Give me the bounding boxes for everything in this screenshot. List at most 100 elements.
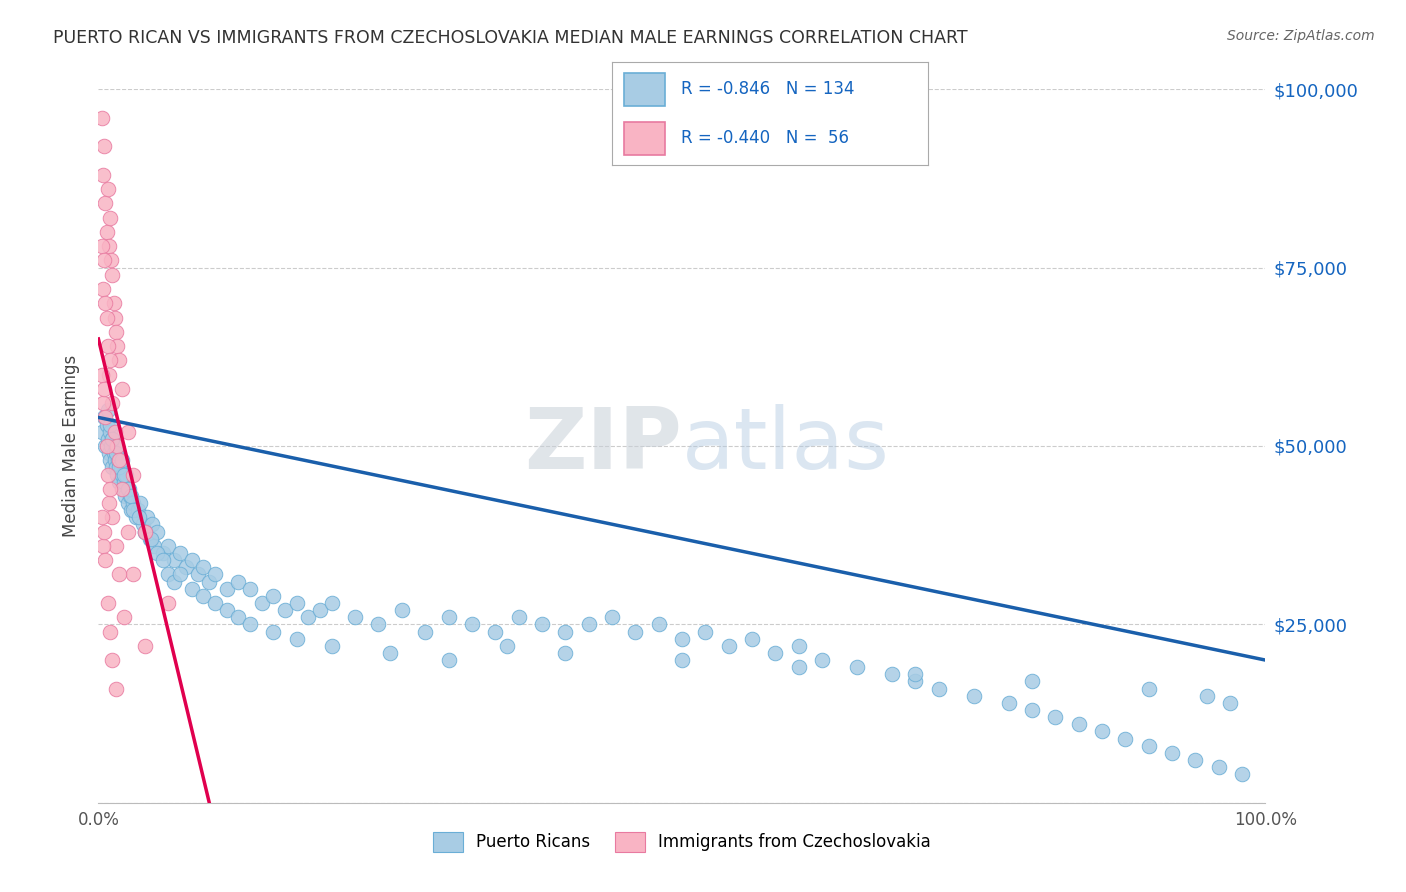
Point: [104, 539, 127, 553]
Point: [127, 503, 149, 517]
Point: [98, 425, 121, 439]
Point: [717, 639, 740, 653]
Point: [94, 439, 117, 453]
Point: [108, 475, 131, 489]
Text: R = -0.440   N =  56: R = -0.440 N = 56: [682, 129, 849, 147]
Point: [163, 574, 186, 589]
FancyBboxPatch shape: [624, 73, 665, 105]
Point: [380, 646, 402, 660]
Point: [91, 396, 114, 410]
Point: [671, 632, 693, 646]
Point: [101, 653, 124, 667]
Point: [391, 603, 413, 617]
Point: [157, 596, 180, 610]
Point: [111, 382, 134, 396]
Point: [118, 482, 141, 496]
Point: [262, 589, 284, 603]
Point: [122, 567, 145, 582]
Legend: Puerto Ricans, Immigrants from Czechoslovakia: Puerto Ricans, Immigrants from Czechoslo…: [426, 825, 938, 859]
Point: [437, 653, 460, 667]
Point: [105, 439, 128, 453]
Point: [763, 646, 786, 660]
Text: R = -0.846   N = 134: R = -0.846 N = 134: [682, 80, 855, 98]
Point: [97, 239, 120, 253]
Point: [215, 603, 238, 617]
Point: [554, 624, 576, 639]
Point: [904, 674, 927, 689]
Point: [97, 368, 120, 382]
Point: [117, 496, 139, 510]
Point: [97, 403, 120, 417]
Point: [97, 432, 120, 446]
Point: [111, 467, 134, 482]
Point: [136, 510, 159, 524]
Point: [600, 610, 623, 624]
Point: [846, 660, 869, 674]
Point: [97, 446, 120, 460]
Point: [141, 517, 163, 532]
Point: [97, 496, 120, 510]
Point: [169, 567, 191, 582]
Point: [134, 639, 156, 653]
Point: [787, 660, 810, 674]
Point: [880, 667, 903, 681]
Point: [97, 182, 120, 196]
Point: [997, 696, 1019, 710]
Point: [120, 503, 142, 517]
Point: [118, 489, 141, 503]
Point: [104, 453, 127, 467]
Point: [93, 410, 115, 425]
Point: [904, 667, 927, 681]
Point: [101, 432, 124, 446]
Point: [146, 546, 169, 560]
Point: [98, 453, 121, 467]
Point: [695, 624, 717, 639]
Point: [111, 482, 134, 496]
Point: [103, 446, 125, 460]
Point: [1208, 760, 1230, 774]
Point: [530, 617, 553, 632]
Point: [104, 325, 127, 339]
Point: [204, 596, 226, 610]
Point: [152, 546, 174, 560]
Point: [461, 617, 484, 632]
Point: [111, 453, 134, 467]
Point: [239, 582, 262, 596]
Point: [115, 467, 138, 482]
Point: [134, 524, 156, 539]
Point: [94, 553, 117, 567]
Point: [90, 239, 112, 253]
Point: [93, 524, 115, 539]
Point: [101, 268, 124, 282]
Point: [100, 253, 122, 268]
Point: [107, 453, 129, 467]
Point: [93, 139, 115, 153]
Point: [122, 503, 145, 517]
Point: [1195, 689, 1218, 703]
Point: [112, 475, 135, 489]
Point: [1184, 753, 1206, 767]
Point: [98, 624, 121, 639]
Point: [93, 253, 115, 268]
Point: [741, 632, 763, 646]
Point: [139, 532, 162, 546]
Point: [91, 282, 114, 296]
Point: [94, 296, 117, 310]
Point: [122, 467, 145, 482]
Point: [117, 482, 139, 496]
Point: [98, 417, 121, 432]
Point: [101, 460, 124, 475]
Point: [101, 510, 124, 524]
Point: [98, 353, 121, 368]
Point: [132, 517, 155, 532]
Point: [108, 453, 131, 467]
Point: [1137, 739, 1160, 753]
Point: [413, 624, 436, 639]
Point: [122, 496, 145, 510]
Point: [146, 524, 169, 539]
Point: [114, 489, 136, 503]
Point: [228, 610, 250, 624]
Point: [787, 639, 810, 653]
Point: [228, 574, 250, 589]
Point: [91, 539, 114, 553]
